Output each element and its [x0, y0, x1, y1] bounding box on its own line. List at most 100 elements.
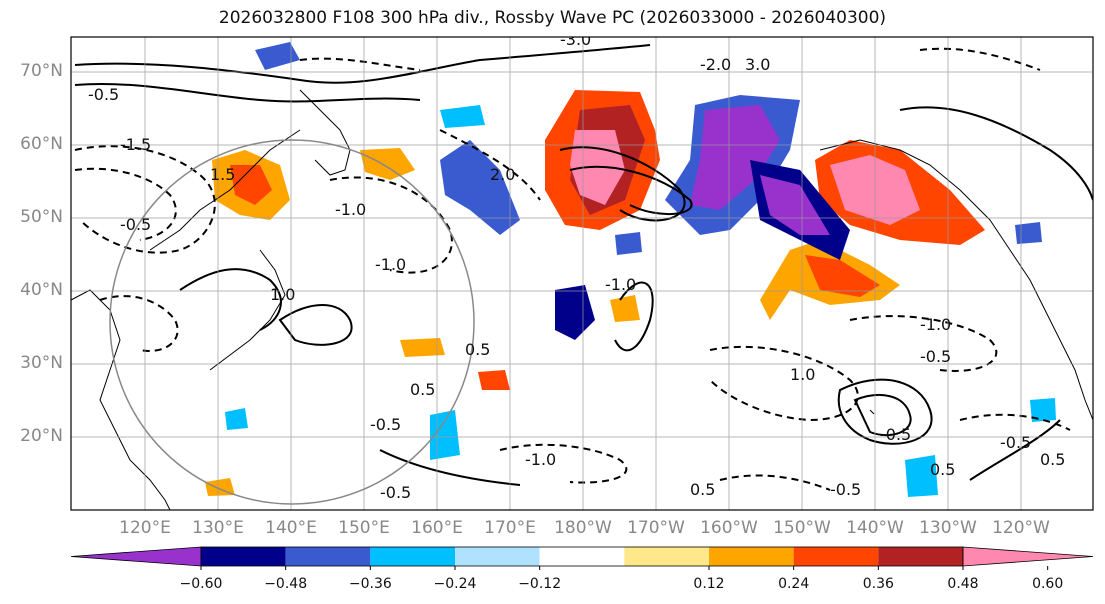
lon-label-160w: 160°W [700, 518, 758, 538]
lon-label-120w: 120°W [992, 518, 1050, 538]
lon-label-180w: 180°W [554, 518, 612, 538]
contour-negative [299, 57, 421, 71]
contour-negative [99, 295, 179, 352]
colorbar-tick-label: −0.36 [348, 576, 392, 592]
lat-label-20: 20°N [20, 426, 63, 446]
lon-label-150e: 150°E [338, 518, 390, 538]
positive-anomaly-small5 [610, 295, 640, 322]
lon-label-130e: 130°E [192, 518, 244, 538]
colorbar-tick-label: −0.12 [518, 576, 562, 592]
contour-labels: -0.5 -1.5 -1.0 -3.0 -2.0 -0.5 -1.0 0.5 1.0 1.5 2.0… [88, 30, 1065, 502]
contour-negative [74, 167, 177, 241]
contour-label: -0.5 [370, 415, 401, 434]
shaded-divergence [205, 42, 1056, 497]
contour-negative [439, 129, 541, 201]
colorbar-tick-label: 0.24 [778, 576, 810, 592]
colorbar-tick-label: 0.12 [693, 576, 725, 592]
contour-label: 0.5 [465, 340, 490, 359]
positive-anomaly-small1 [360, 148, 415, 180]
contour-positive [969, 419, 1061, 481]
colorbar-tick-label: −0.60 [179, 576, 223, 592]
contour-label: 0.5 [1040, 450, 1065, 469]
contour-label: -0.5 [830, 480, 861, 499]
contour-label: -0.5 [880, 425, 911, 444]
chart-title: 2026032800 F108 300 hPa div., Rossby Wav… [218, 8, 887, 28]
positive-anomaly-south-core [805, 255, 880, 297]
contour-negative [849, 315, 998, 372]
contour-positive [379, 449, 521, 486]
coast-asia [71, 289, 171, 510]
contour-positive [74, 44, 651, 84]
lat-label-60: 60°N [20, 134, 63, 154]
colorbar-tick-label: 0.60 [1032, 576, 1064, 592]
contour-label: -1.0 [375, 255, 406, 274]
contour-label: 0.5 [410, 380, 435, 399]
contour-positive [74, 82, 421, 103]
contour-label: -0.5 [1000, 433, 1031, 452]
positive-anomaly-small3 [478, 370, 510, 390]
contour-positive [899, 106, 1093, 201]
contour-positive [569, 165, 693, 216]
lon-label-160e: 160°E [411, 518, 463, 538]
negative-anomaly-small6 [905, 455, 938, 497]
negative-anomaly-small8 [255, 42, 300, 70]
contour-label: 3.0 [745, 55, 770, 74]
map-frame [70, 36, 1094, 511]
contour-label: 1.0 [270, 285, 295, 304]
coast-hawaii [854, 399, 875, 415]
contour-label: -1.0 [605, 275, 636, 294]
great-circle-ring [109, 139, 475, 505]
contour-label: -3.0 [560, 30, 591, 49]
contour-negative [74, 145, 216, 254]
positive-anomaly-kuril-core [230, 165, 272, 205]
contour-label: 1.5 [210, 165, 235, 184]
coast-alaska [819, 139, 991, 221]
contour-negative [959, 413, 1071, 431]
colorbar-tick-label: −0.24 [433, 576, 477, 592]
contour-positive [278, 304, 353, 346]
colorbar-tick-label: −0.48 [264, 576, 308, 592]
lon-label-140w: 140°W [846, 518, 904, 538]
contour-label: 2.0 [490, 165, 515, 184]
contours-negative [74, 47, 1071, 491]
coast-japan [209, 249, 286, 371]
negative-anomaly-small1 [555, 285, 595, 340]
lon-label-170e: 170°E [484, 518, 536, 538]
negative-anomaly-okhotsk [440, 140, 520, 235]
contour-negative [719, 474, 831, 491]
lon-label-140e: 140°E [265, 518, 317, 538]
negative-anomaly-small2 [615, 232, 642, 255]
gridlines [71, 37, 1093, 510]
negative-anomaly-small9 [440, 105, 485, 128]
contour-label: 1.0 [790, 365, 815, 384]
contour-label: -0.5 [88, 85, 119, 104]
contour-negative [329, 176, 453, 274]
negative-anomaly-east-siberia-core [690, 105, 780, 210]
colorbar-tick-label: 0.48 [947, 576, 979, 592]
negative-anomaly-bering-core [760, 175, 830, 235]
lon-label-170w: 170°W [627, 518, 685, 538]
coast-north-america [989, 219, 1093, 421]
contour-positive [853, 394, 912, 437]
contour-positive [559, 146, 686, 222]
contour-negative [499, 443, 628, 484]
lon-label-130w: 130°W [919, 518, 977, 538]
contour-label: -1.0 [920, 315, 951, 334]
lat-label-40: 40°N [20, 280, 63, 300]
contour-label: -0.5 [920, 347, 951, 366]
lat-label-70: 70°N [20, 61, 63, 81]
negative-anomaly-small5 [225, 408, 248, 430]
contour-label: -2.0 [700, 55, 731, 74]
coast-asia-north [149, 129, 301, 251]
contour-label: -1.0 [525, 450, 556, 469]
negative-anomaly-small4 [1015, 222, 1042, 244]
contour-positive [614, 281, 654, 352]
lon-label-150w: 150°W [773, 518, 831, 538]
contour-label: -1.5 [120, 135, 151, 154]
contour-label: -0.5 [120, 215, 151, 234]
lon-label-120e: 120°E [119, 518, 171, 538]
contour-positive [179, 268, 282, 331]
contour-label: 0.5 [930, 460, 955, 479]
contour-label: 0.5 [690, 480, 715, 499]
